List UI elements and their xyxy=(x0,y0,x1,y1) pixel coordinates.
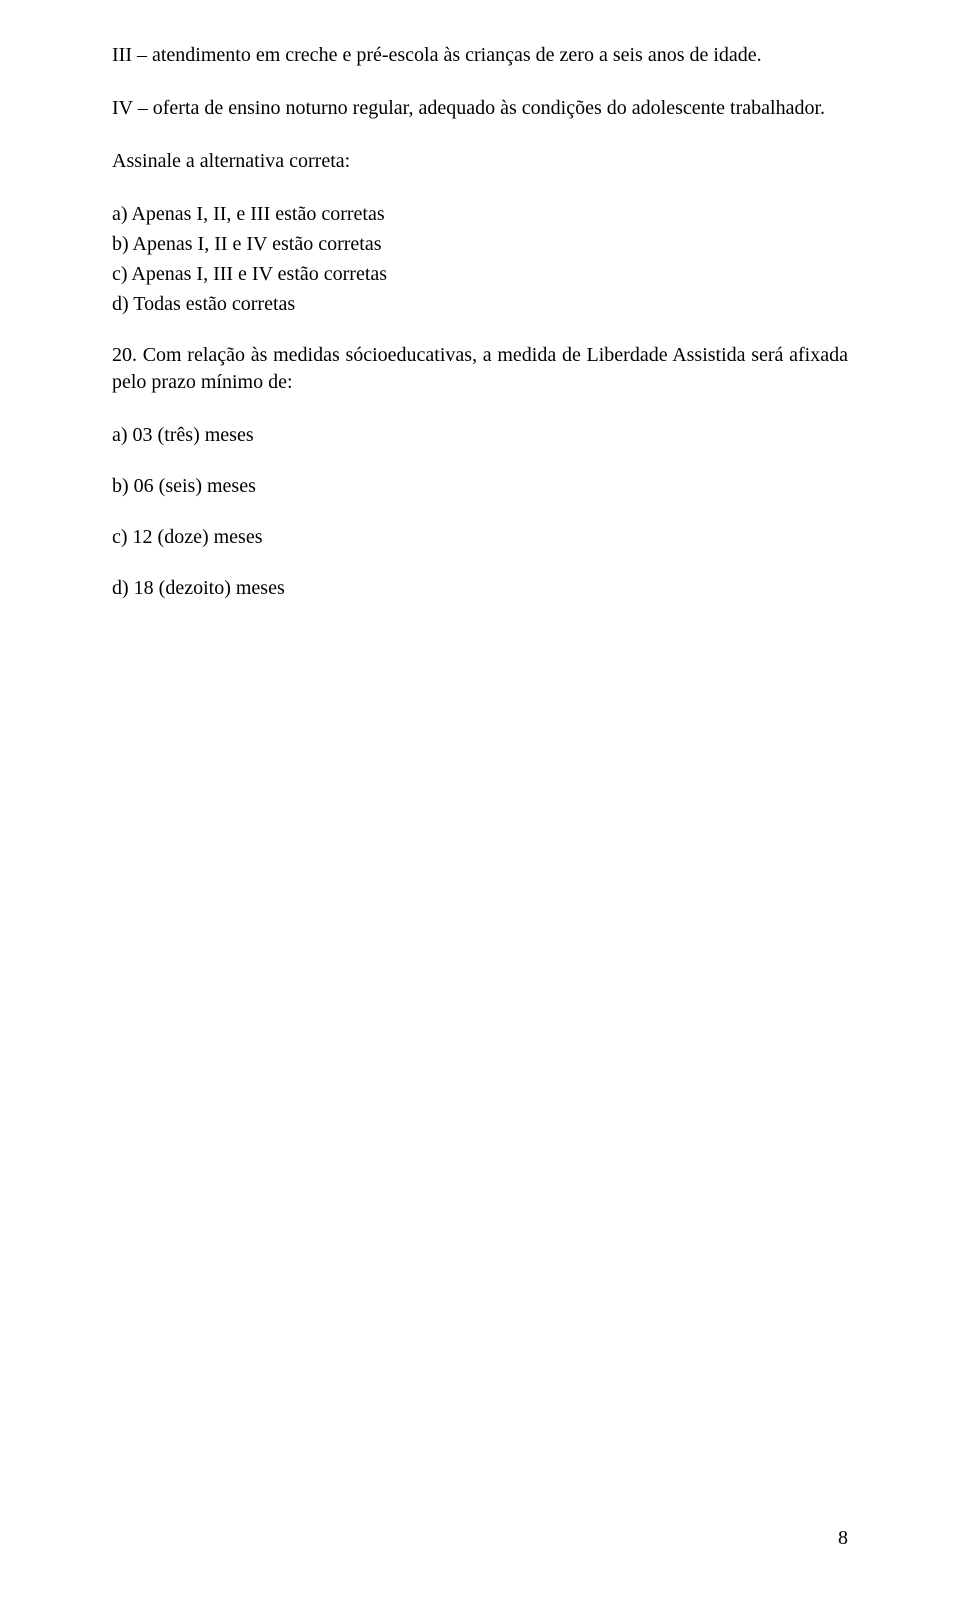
option-c: c) Apenas I, III e IV estão corretas xyxy=(112,261,848,287)
option-d: d) Todas estão corretas xyxy=(112,291,848,317)
statement-iv: IV – oferta de ensino noturno regular, a… xyxy=(112,95,848,122)
q20-option-a: a) 03 (três) meses xyxy=(112,422,848,448)
page-number: 8 xyxy=(838,1527,848,1550)
q20-option-b: b) 06 (seis) meses xyxy=(112,473,848,499)
q20-option-d: d) 18 (dezoito) meses xyxy=(112,575,848,601)
page: III – atendimento em creche e pré-escola… xyxy=(0,0,960,1622)
instruction: Assinale a alternativa correta: xyxy=(112,148,848,175)
question-20: 20. Com relação às medidas sócioeducativ… xyxy=(112,342,848,396)
q20-option-c: c) 12 (doze) meses xyxy=(112,524,848,550)
option-a: a) Apenas I, II, e III estão corretas xyxy=(112,201,848,227)
statement-iii: III – atendimento em creche e pré-escola… xyxy=(112,42,848,69)
option-b: b) Apenas I, II e IV estão corretas xyxy=(112,231,848,257)
